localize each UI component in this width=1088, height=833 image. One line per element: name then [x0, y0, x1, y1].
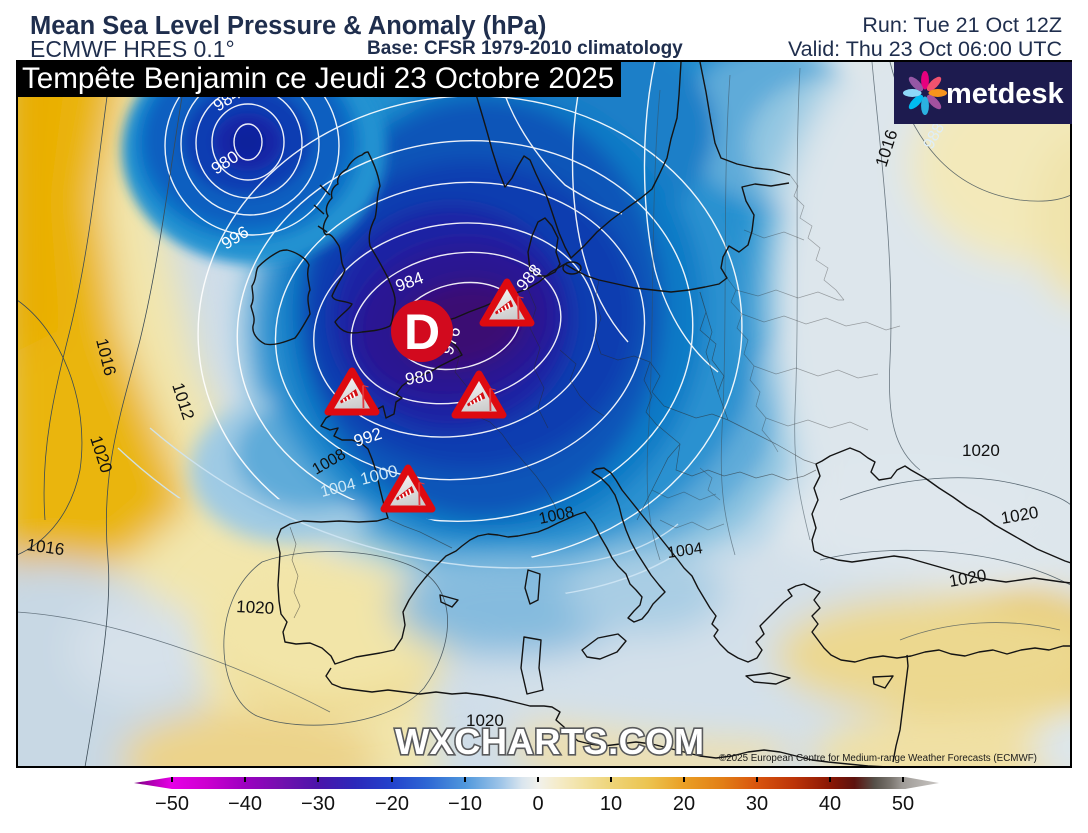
- svg-text:metdesk: metdesk: [946, 78, 1065, 110]
- svg-text:WXCHARTS.COM: WXCHARTS.COM: [395, 721, 705, 762]
- svg-text:1020: 1020: [236, 597, 275, 618]
- svg-text:1020: 1020: [466, 711, 504, 730]
- svg-text:980: 980: [404, 366, 435, 389]
- svg-text:D: D: [404, 304, 440, 360]
- svg-text:1020: 1020: [962, 441, 1000, 460]
- svg-text:1004: 1004: [666, 540, 704, 562]
